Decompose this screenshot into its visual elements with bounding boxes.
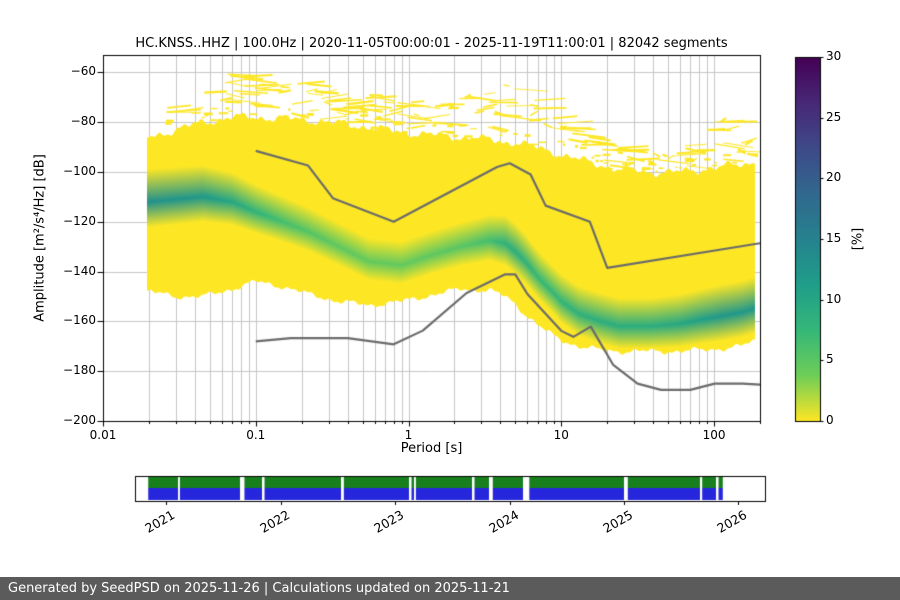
colorbar-tick-label: 20 — [826, 170, 842, 185]
plot-title: HC.KNSS..HHZ | 100.0Hz | 2020-11-05T00:0… — [135, 36, 728, 51]
x-tick-label: 10 — [553, 428, 569, 442]
y-tick-label: −200 — [63, 413, 96, 427]
x-tick-label: 0.01 — [89, 428, 117, 442]
y-tick-label: −80 — [70, 114, 96, 129]
y-tick-label: −60 — [70, 64, 96, 79]
y-tick-label: −180 — [63, 363, 96, 378]
x-tick-label: 0.1 — [246, 428, 266, 442]
y-tick-label: −140 — [63, 263, 96, 278]
colorbar-tick-label: 5 — [826, 352, 834, 367]
colorbar-tick-label: 10 — [826, 291, 842, 306]
footer-bar: Generated by SeedPSD on 2025-11-26 | Cal… — [0, 577, 900, 600]
footer-text: Generated by SeedPSD on 2025-11-26 | Cal… — [8, 581, 510, 596]
x-tick-label: 100 — [702, 428, 726, 442]
ppsd-plot-canvas — [0, 0, 900, 578]
colorbar-tick-label: 15 — [826, 231, 842, 245]
ppsd-figure: HC.KNSS..HHZ | 100.0Hz | 2020-11-05T00:0… — [0, 0, 900, 578]
colorbar-tick-label: 25 — [826, 109, 842, 124]
x-axis-label: Period [s] — [400, 441, 463, 456]
y-tick-label: −160 — [63, 313, 96, 328]
y-tick-label: −120 — [63, 213, 96, 228]
y-tick-label: −100 — [63, 164, 96, 179]
colorbar-label: [%] — [850, 227, 866, 251]
y-axis-label: Amplitude [m²/s⁴/Hz] [dB] — [32, 154, 48, 322]
colorbar-tick-label: 0 — [826, 413, 834, 427]
colorbar-tick-label: 30 — [826, 49, 842, 63]
x-tick-label: 1 — [404, 428, 413, 442]
